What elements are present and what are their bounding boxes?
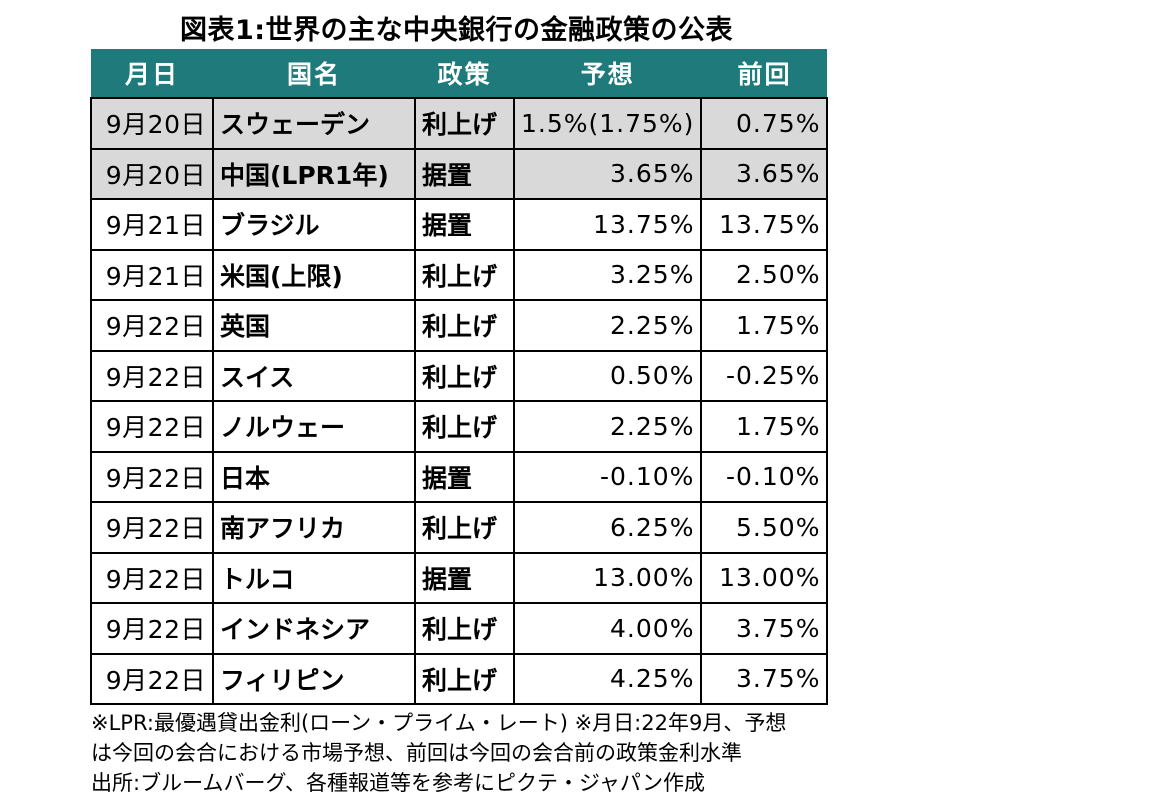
table-row: 9月22日 フィリピン 利上げ 4.25% 3.75% [90,652,829,705]
cell-forecast: 3.65% [512,147,703,200]
cell-country: 南アフリカ [212,501,416,554]
cell-forecast: 1.5%(1.75%) [512,97,703,150]
cell-previous: 3.65% [700,147,829,200]
cell-country: ノルウェー [212,400,416,453]
cell-previous: 0.75% [700,97,829,150]
cell-previous: 1.75% [700,400,829,453]
table-row: 9月20日 スウェーデン 利上げ 1.5%(1.75%) 0.75% [90,97,829,150]
table-row: 9月20日 中国(LPR1年) 据置 3.65% 3.65% [90,147,829,200]
header-forecast: 予想 [514,49,702,98]
cell-country: スウェーデン [212,97,416,150]
cell-forecast: 4.25% [512,652,703,705]
header-country: 国名 [213,49,415,98]
source-note: 出所:ブルームバーグ、各種報道等を参考にピクテ・ジャパン作成 [91,771,705,795]
cell-policy: 利上げ [414,97,515,150]
table-row: 9月22日 インドネシア 利上げ 4.00% 3.75% [90,602,829,655]
cell-policy: 利上げ [414,349,515,402]
cell-country: 日本 [212,450,416,503]
footnote-line: ※LPR:最優遇貸出金利(ローン・プライム・レート) ※月日:22年9月、予想 [91,711,787,735]
cell-country: フィリピン [212,652,416,705]
cell-policy: 据置 [414,198,515,251]
table-row: 9月22日 トルコ 据置 13.00% 13.00% [90,551,829,604]
cell-date: 9月21日 [90,248,214,301]
cell-date: 9月20日 [90,97,214,150]
cell-policy: 据置 [414,147,515,200]
cell-policy: 利上げ [414,652,515,705]
cell-policy: 据置 [414,551,515,604]
header-policy: 政策 [415,49,514,98]
table-row: 9月22日 日本 据置 -0.10% -0.10% [90,450,829,503]
cell-forecast: 0.50% [512,349,703,402]
central-bank-policy-table: 月日 国名 政策 予想 前回 9月20日 スウェーデン 利上げ 1.5%(1.75%)… [90,49,829,705]
cell-previous: -0.25% [700,349,829,402]
cell-forecast: 2.25% [512,299,703,352]
cell-policy: 利上げ [414,602,515,655]
cell-country: 英国 [212,299,416,352]
cell-policy: 据置 [414,450,515,503]
cell-forecast: -0.10% [512,450,703,503]
cell-policy: 利上げ [414,248,515,301]
footnote-line: は今回の会合における市場予想、前回は今回の会合前の政策金利水準 [91,741,742,765]
cell-forecast: 13.00% [512,551,703,604]
cell-date: 9月22日 [90,501,214,554]
table-row: 9月22日 ノルウェー 利上げ 2.25% 1.75% [90,400,829,453]
cell-date: 9月22日 [90,551,214,604]
cell-forecast: 4.00% [512,602,703,655]
cell-country: 中国(LPR1年) [212,147,416,200]
cell-previous: 1.75% [700,299,829,352]
footnotes: ※LPR:最優遇貸出金利(ローン・プライム・レート) ※月日:22年9月、予想 … [91,708,891,798]
table-row: 9月21日 ブラジル 据置 13.75% 13.75% [90,198,829,251]
table-body: 9月20日 スウェーデン 利上げ 1.5%(1.75%) 0.75% 9月20日 中国(LP… [90,97,829,705]
cell-date: 9月22日 [90,652,214,705]
cell-date: 9月21日 [90,198,214,251]
table-header-row: 月日 国名 政策 予想 前回 [91,49,828,98]
header-date: 月日 [91,49,213,98]
cell-policy: 利上げ [414,299,515,352]
cell-forecast: 3.25% [512,248,703,301]
cell-previous: 2.50% [700,248,829,301]
cell-country: 米国(上限) [212,248,416,301]
cell-date: 9月22日 [90,299,214,352]
cell-forecast: 6.25% [512,501,703,554]
figure-title: 図表1:世界の主な中央銀行の金融政策の公表 [179,15,734,46]
cell-country: トルコ [212,551,416,604]
cell-country: ブラジル [212,198,416,251]
cell-forecast: 2.25% [512,400,703,453]
cell-previous: 13.00% [700,551,829,604]
table-row: 9月21日 米国(上限) 利上げ 3.25% 2.50% [90,248,829,301]
cell-date: 9月22日 [90,349,214,402]
cell-country: スイス [212,349,416,402]
cell-date: 9月22日 [90,450,214,503]
cell-previous: 5.50% [700,501,829,554]
cell-previous: 3.75% [700,602,829,655]
cell-previous: 3.75% [700,652,829,705]
cell-date: 9月20日 [90,147,214,200]
cell-policy: 利上げ [414,501,515,554]
table-row: 9月22日 英国 利上げ 2.25% 1.75% [90,299,829,352]
cell-policy: 利上げ [414,400,515,453]
header-previous: 前回 [701,49,828,98]
cell-country: インドネシア [212,602,416,655]
cell-forecast: 13.75% [512,198,703,251]
cell-previous: -0.10% [700,450,829,503]
cell-date: 9月22日 [90,400,214,453]
cell-previous: 13.75% [700,198,829,251]
table-row: 9月22日 南アフリカ 利上げ 6.25% 5.50% [90,501,829,554]
cell-date: 9月22日 [90,602,214,655]
table-row: 9月22日 スイス 利上げ 0.50% -0.25% [90,349,829,402]
